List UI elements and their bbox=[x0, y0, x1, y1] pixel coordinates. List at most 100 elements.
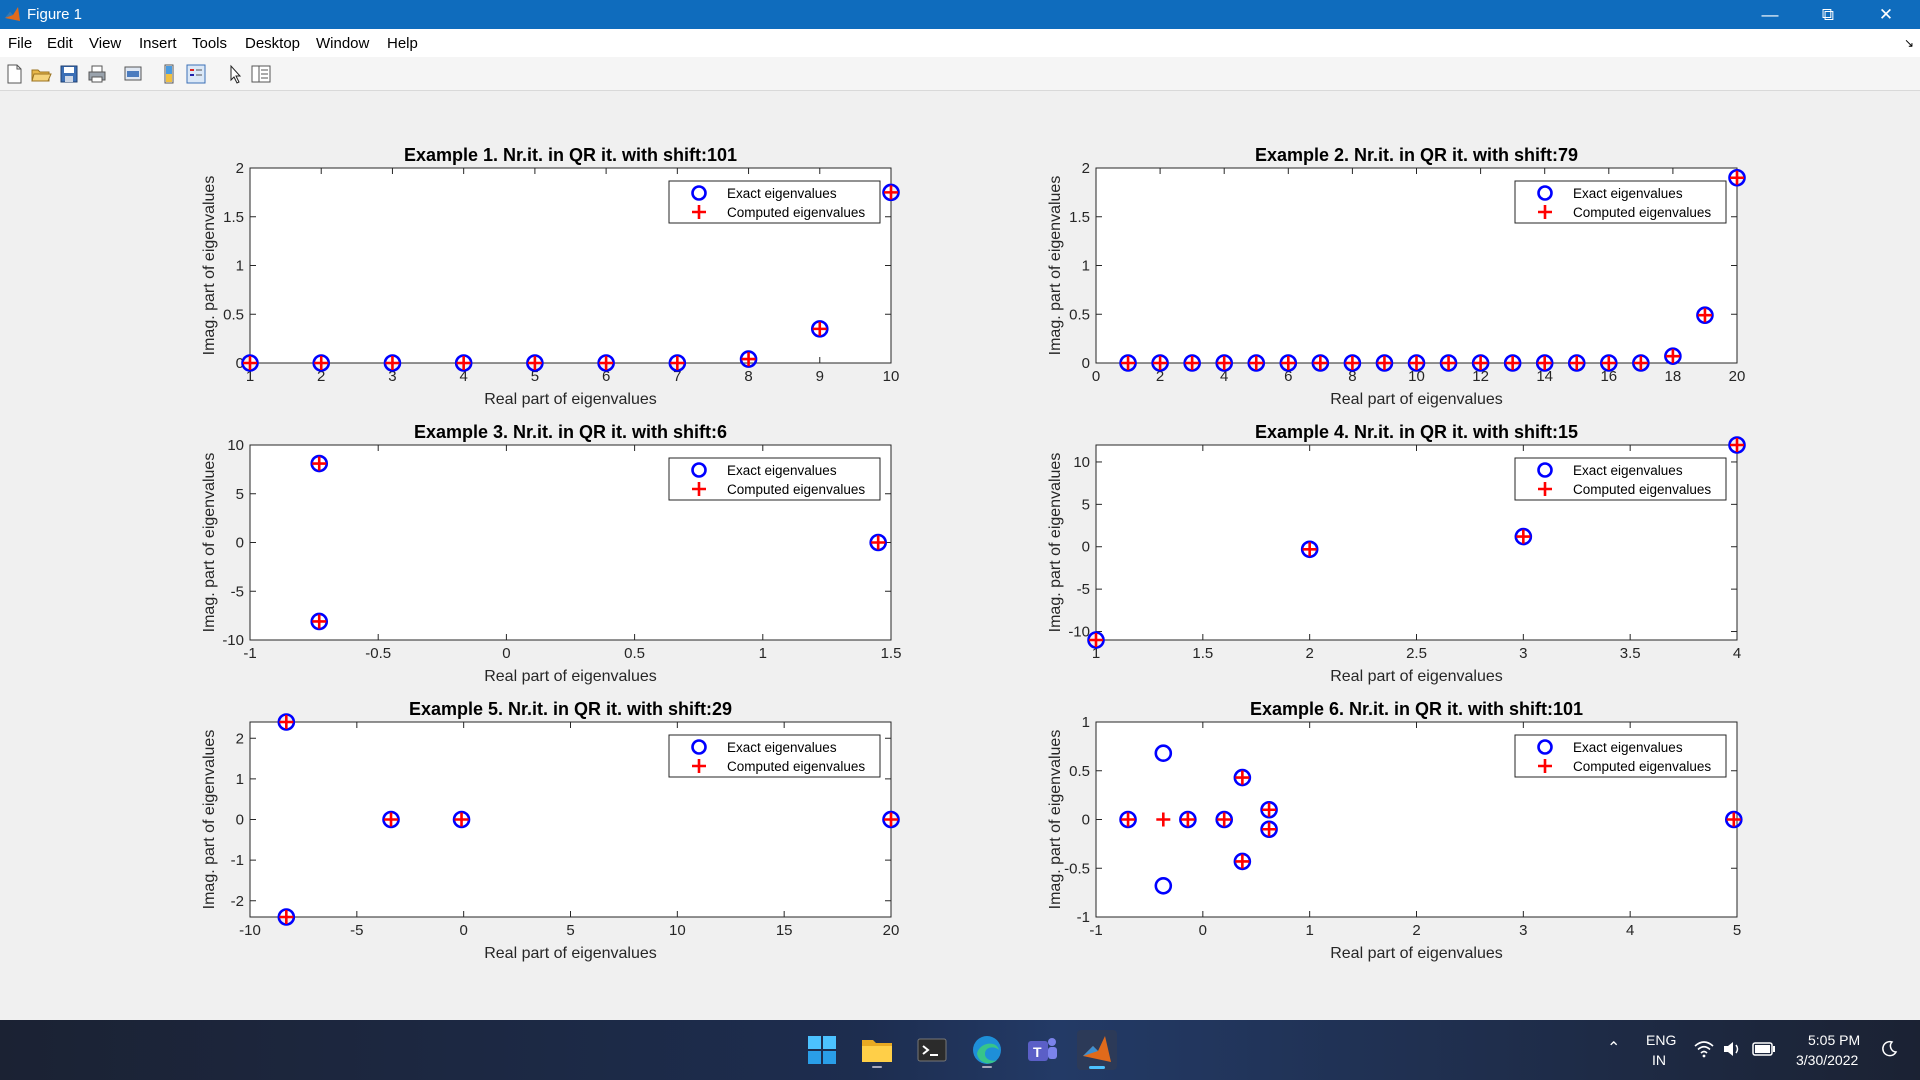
y-tick-label: 1 bbox=[1082, 714, 1090, 731]
exact-eigenvalue-point bbox=[382, 810, 400, 829]
subplot-3[interactable]: -1 -0.5 0 0.5 1 1.5 -10 -5 0 5 10 Example 3. Nr.it.… bbox=[201, 422, 901, 685]
exact-eigenvalue-point bbox=[882, 810, 900, 829]
battery-icon[interactable] bbox=[1752, 1042, 1776, 1056]
exact-eigenvalue-point bbox=[1247, 354, 1266, 372]
x-tick-label: 2 bbox=[1305, 645, 1313, 662]
menu-insert[interactable]: Insert bbox=[139, 35, 177, 52]
computed-eigenvalue-point bbox=[1730, 438, 1744, 452]
menu-help[interactable]: Help bbox=[387, 35, 418, 52]
legend-computed-label: Computed eigenvalues bbox=[1573, 759, 1711, 774]
menu-window[interactable]: Window bbox=[316, 35, 370, 52]
notifications-icon[interactable] bbox=[1880, 1040, 1898, 1058]
exact-eigenvalue-point bbox=[1311, 354, 1330, 372]
y-tick-label: -5 bbox=[1077, 581, 1090, 598]
legend-icon[interactable] bbox=[185, 63, 207, 85]
x-tick-label: 4 bbox=[459, 368, 467, 385]
x-tick-label: -10 bbox=[239, 922, 261, 939]
region-label[interactable]: IN bbox=[1652, 1052, 1666, 1068]
x-tick-label: 1 bbox=[1305, 922, 1313, 939]
subplot-6[interactable]: -1 0 1 2 3 4 5 -1 -0.5 0 0.5 1 Example 6. Nr.it. in … bbox=[1047, 699, 1743, 962]
exact-eigenvalue-point bbox=[1600, 354, 1618, 372]
close-button[interactable]: ✕ bbox=[1878, 5, 1894, 24]
legend-computed-label: Computed eigenvalues bbox=[1573, 205, 1711, 220]
legend: Exact eigenvalues Computed eigenvalues bbox=[1514, 180, 1727, 224]
y-tick-label: -10 bbox=[222, 632, 244, 649]
subplot-1[interactable]: 1 2 3 4 5 6 7 8 9 10 0 0.5 1 1.5 2 Example 1. Nr.it. in… bbox=[201, 145, 900, 408]
print-preview-icon[interactable] bbox=[122, 63, 144, 85]
property-editor-icon[interactable] bbox=[250, 63, 272, 85]
volume-icon[interactable] bbox=[1722, 1040, 1742, 1058]
exact-eigenvalue-point bbox=[1300, 540, 1319, 559]
edit-pointer-icon[interactable] bbox=[225, 63, 247, 85]
clock-time[interactable]: 5:05 PM bbox=[1808, 1032, 1861, 1048]
x-tick-label: 2 bbox=[1156, 368, 1164, 385]
y-axis-label: Imag. part of eigenvalues bbox=[1047, 730, 1064, 910]
subplot-2[interactable]: 0 2 4 6 8 10 12 14 16 18 20 0 0.5 1 1.5 2 Example 2. Nr.… bbox=[1047, 145, 1746, 408]
terminal-icon[interactable] bbox=[912, 1030, 952, 1070]
colorbar-icon[interactable] bbox=[158, 63, 180, 85]
x-tick-label: -0.5 bbox=[365, 645, 391, 662]
legend-computed-marker bbox=[1538, 205, 1552, 219]
menu-edit[interactable]: Edit bbox=[47, 35, 73, 52]
menu-tools[interactable]: Tools bbox=[192, 35, 228, 52]
legend-exact-label: Exact eigenvalues bbox=[727, 740, 837, 755]
computed-eigenvalue-point bbox=[1217, 812, 1232, 827]
y-tick-label: 0 bbox=[236, 355, 244, 372]
computed-eigenvalue-point bbox=[279, 715, 294, 729]
menu-desktop[interactable]: Desktop bbox=[245, 35, 301, 52]
x-tick-label: -1 bbox=[1089, 922, 1102, 939]
legend: Exact eigenvalues Computed eigenvalues bbox=[1514, 734, 1727, 778]
tray-expand-icon[interactable]: ⌃ bbox=[1607, 1040, 1621, 1057]
computed-eigenvalue-point bbox=[884, 812, 898, 827]
computed-eigenvalue-point bbox=[1730, 170, 1744, 185]
svg-text:T: T bbox=[1033, 1044, 1042, 1060]
legend-exact-marker bbox=[1537, 185, 1553, 201]
clock-date[interactable]: 3/30/2022 bbox=[1796, 1052, 1859, 1068]
exact-eigenvalue-point bbox=[452, 810, 471, 829]
computed-eigenvalue-point bbox=[385, 356, 400, 370]
minimize-button[interactable]: — bbox=[1761, 5, 1779, 24]
computed-eigenvalue-point bbox=[1473, 356, 1488, 370]
x-tick-label: 6 bbox=[1284, 368, 1292, 385]
x-tick-label: 20 bbox=[1729, 368, 1746, 385]
exact-eigenvalue-point bbox=[1514, 527, 1533, 546]
exact-eigenvalue-point bbox=[739, 350, 758, 368]
matlab-taskbar-icon[interactable] bbox=[1077, 1030, 1117, 1070]
x-tick-label: 3 bbox=[1519, 922, 1527, 939]
language-label[interactable]: ENG bbox=[1646, 1032, 1677, 1048]
subplot-4[interactable]: 1 1.5 2 2.5 3 3.5 4 -10 -5 0 5 10 Example 4. Nr.it. … bbox=[1047, 422, 1746, 685]
edge-browser-icon[interactable] bbox=[967, 1030, 1007, 1070]
exact-eigenvalue-point bbox=[1343, 354, 1362, 372]
computed-eigenvalue-point bbox=[1121, 356, 1136, 370]
computed-eigenvalue-point bbox=[741, 352, 756, 367]
x-tick-label: 0 bbox=[1199, 922, 1207, 939]
computed-eigenvalue-point bbox=[1313, 356, 1328, 370]
print-icon[interactable] bbox=[86, 63, 108, 85]
menu-view[interactable]: View bbox=[89, 35, 122, 52]
x-axis-label: Real part of eigenvalues bbox=[484, 391, 657, 408]
computed-eigenvalue-point bbox=[1377, 356, 1392, 370]
legend-computed-marker bbox=[1538, 759, 1552, 773]
y-tick-label: 1 bbox=[236, 258, 244, 275]
computed-eigenvalue-point bbox=[1345, 356, 1360, 370]
exact-eigenvalue-point bbox=[810, 320, 829, 338]
y-tick-label: 0 bbox=[1082, 539, 1090, 556]
x-tick-label: 2 bbox=[1412, 922, 1420, 939]
file-explorer-icon[interactable] bbox=[857, 1030, 897, 1070]
computed-eigenvalue-point bbox=[312, 456, 327, 471]
save-icon[interactable] bbox=[58, 63, 80, 85]
exact-eigenvalue-point bbox=[1179, 810, 1197, 829]
teams-icon[interactable]: T bbox=[1022, 1030, 1062, 1070]
legend-exact-label: Exact eigenvalues bbox=[727, 463, 837, 478]
menu-file[interactable]: File bbox=[8, 35, 33, 52]
wifi-icon[interactable] bbox=[1694, 1040, 1714, 1058]
windows-start-icon[interactable] bbox=[802, 1030, 842, 1070]
y-tick-label: 1 bbox=[236, 771, 244, 788]
computed-eigenvalue-point bbox=[1569, 356, 1584, 370]
new-figure-icon[interactable] bbox=[3, 63, 25, 85]
restore-button[interactable]: ⧉ bbox=[1821, 5, 1835, 24]
dock-arrow-icon[interactable]: ↘ bbox=[1903, 36, 1914, 50]
exact-eigenvalue-point bbox=[1154, 744, 1173, 763]
open-file-icon[interactable] bbox=[30, 63, 52, 85]
